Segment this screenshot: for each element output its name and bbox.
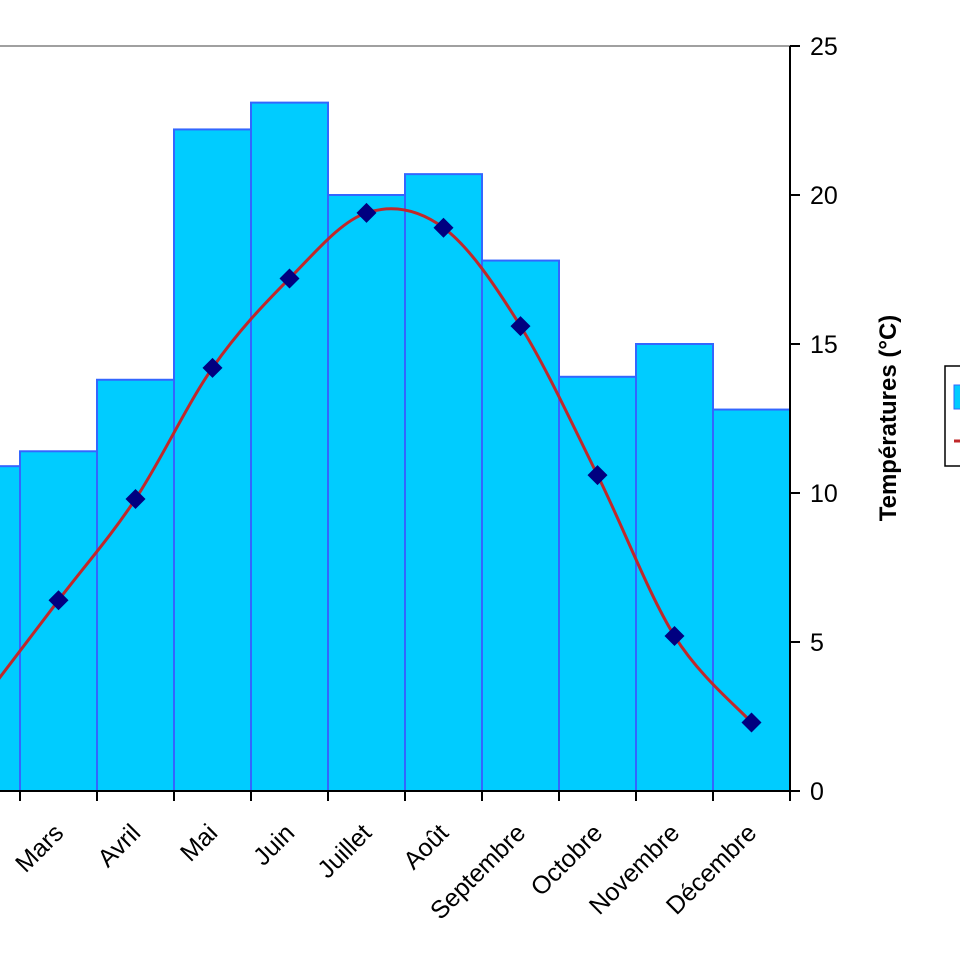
bar	[712, 408, 791, 792]
bar	[635, 343, 714, 792]
bar	[250, 101, 329, 793]
x-tick-label: Mars	[10, 819, 69, 878]
bar	[404, 173, 483, 792]
temperature-marker	[356, 202, 377, 223]
temperature-marker	[433, 217, 454, 238]
temperature-marker	[741, 712, 762, 733]
bar	[96, 378, 175, 792]
bar	[558, 375, 637, 792]
y-tick-label: 15	[810, 331, 838, 359]
temperature-marker	[279, 268, 300, 289]
temperature-marker	[48, 590, 69, 611]
bar	[481, 259, 560, 792]
bar	[173, 128, 252, 792]
x-tick-label: Juin	[248, 819, 300, 871]
legend	[944, 365, 960, 467]
y-tick-label: 20	[810, 182, 838, 210]
x-tick-label: Août	[398, 819, 454, 875]
temperature-marker	[587, 465, 608, 486]
legend-box	[944, 365, 960, 467]
y-tick-label: 0	[810, 778, 824, 806]
x-tick-label: Mai	[175, 819, 223, 867]
temperature-marker	[125, 488, 146, 509]
bar	[19, 450, 98, 792]
x-tick-label: Juillet	[312, 819, 377, 884]
y-tick-label: 10	[810, 480, 838, 508]
temperature-marker	[202, 357, 223, 378]
y-tick-label: 25	[810, 33, 838, 61]
bar	[0, 465, 21, 792]
y-tick-label: 5	[810, 629, 824, 657]
temperature-marker	[664, 626, 685, 647]
legend-bar-swatch	[953, 384, 960, 410]
x-tick-label: Avril	[92, 819, 146, 873]
y-axis-title: Températures (°C)	[875, 315, 902, 522]
bar	[327, 194, 406, 792]
temperature-marker	[510, 316, 531, 337]
